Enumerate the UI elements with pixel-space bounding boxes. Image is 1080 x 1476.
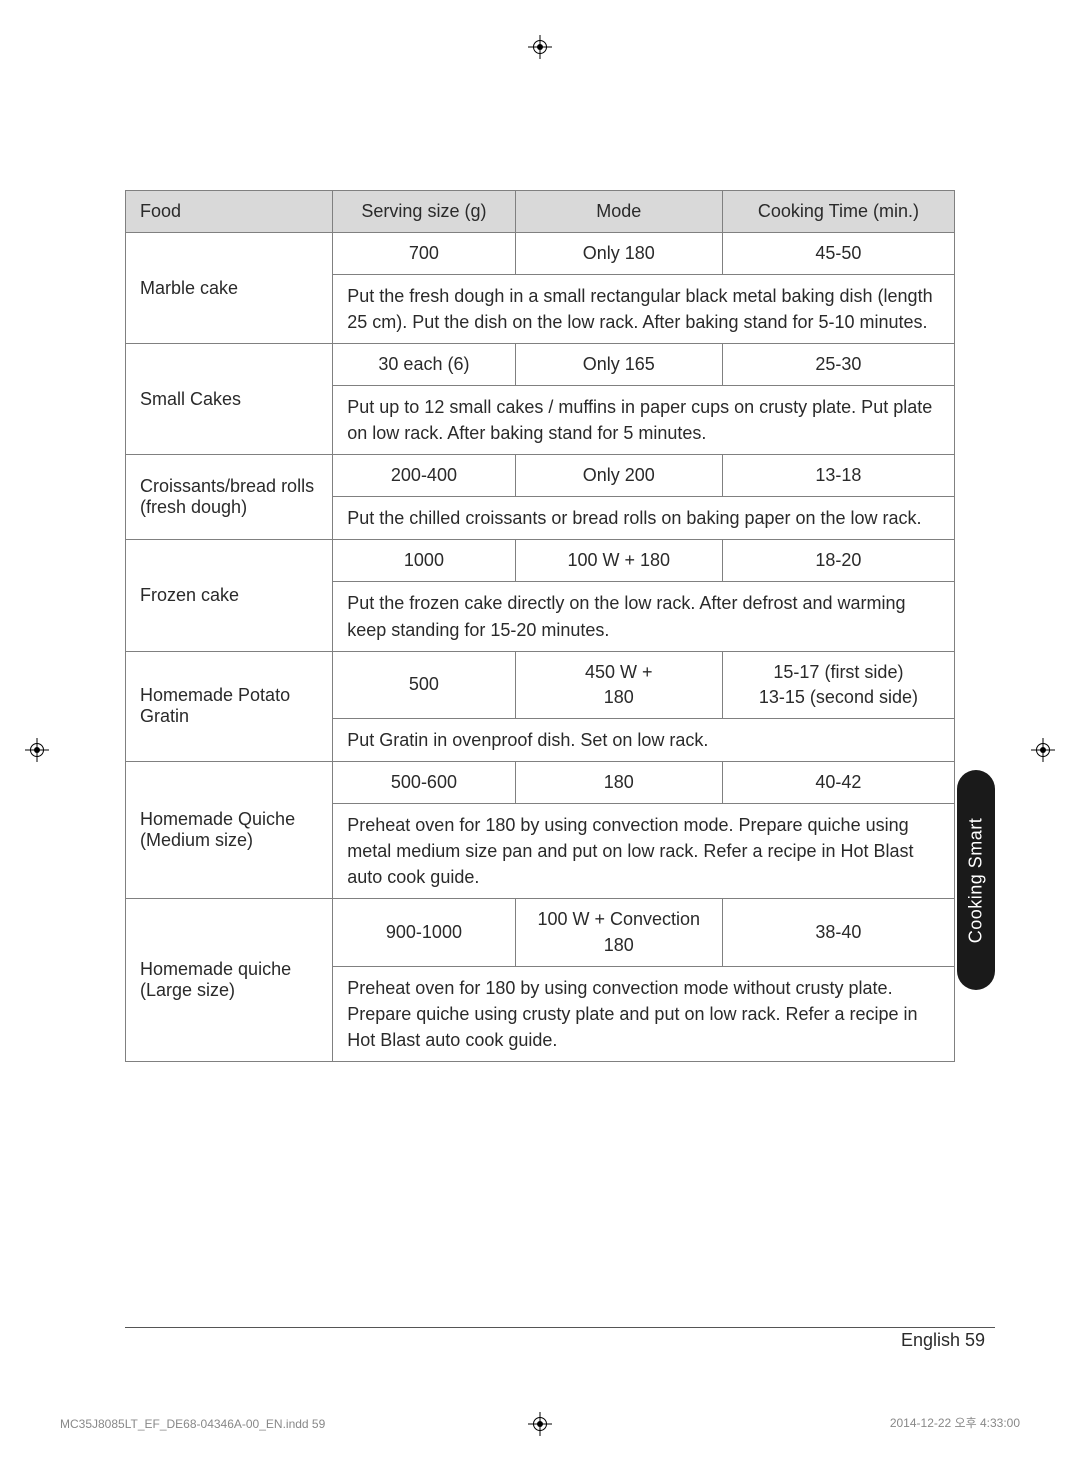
- cell-time: 13-18: [722, 455, 954, 497]
- section-tab: Cooking Smart: [957, 770, 995, 990]
- cell-time: 25-30: [722, 344, 954, 386]
- table-header-row: Food Serving size (g) Mode Cooking Time …: [126, 191, 955, 233]
- cell-serving: 1000: [333, 540, 515, 582]
- cell-desc: Preheat oven for 180 by using convection…: [333, 804, 955, 899]
- table-row: Homemade Quiche (Medium size) 500-600 18…: [126, 762, 955, 804]
- cell-desc: Put Gratin in ovenproof dish. Set on low…: [333, 719, 955, 762]
- crop-mark-bottom: [528, 1412, 552, 1436]
- footer-divider: [125, 1327, 995, 1328]
- cell-food: Marble cake: [126, 233, 333, 344]
- table-row: Marble cake 700 Only 180 45-50: [126, 233, 955, 275]
- crop-mark-top: [528, 35, 552, 59]
- cell-mode: 100 W + Convection180: [515, 899, 722, 966]
- cell-food: Homemade quiche (Large size): [126, 899, 333, 1062]
- header-time: Cooking Time (min.): [722, 191, 954, 233]
- cell-food: Frozen cake: [126, 540, 333, 651]
- table-row: Frozen cake 1000 100 W + 180 18-20: [126, 540, 955, 582]
- cell-mode: Only 200: [515, 455, 722, 497]
- cell-desc: Put the frozen cake directly on the low …: [333, 582, 955, 651]
- cell-serving: 500: [333, 651, 515, 718]
- header-serving: Serving size (g): [333, 191, 515, 233]
- cell-time: 15-17 (first side)13-15 (second side): [722, 651, 954, 718]
- crop-mark-right: [1031, 738, 1055, 762]
- cell-mode: 100 W + 180: [515, 540, 722, 582]
- cell-serving: 30 each (6): [333, 344, 515, 386]
- table-row: Small Cakes 30 each (6) Only 165 25-30: [126, 344, 955, 386]
- cell-serving: 500-600: [333, 762, 515, 804]
- cell-mode: Only 180: [515, 233, 722, 275]
- cell-mode: 180: [515, 762, 722, 804]
- footer-timestamp: 2014-12-22 오후 4:33:00: [890, 1414, 1020, 1431]
- cell-food: Croissants/bread rolls (fresh dough): [126, 455, 333, 540]
- cell-desc: Put up to 12 small cakes / muffins in pa…: [333, 386, 955, 455]
- cooking-table: Food Serving size (g) Mode Cooking Time …: [125, 190, 955, 1062]
- page-label: English 59: [901, 1330, 985, 1351]
- table-row: Homemade quiche (Large size) 900-1000 10…: [126, 899, 955, 966]
- cell-mode: 450 W +180: [515, 651, 722, 718]
- cell-time: 18-20: [722, 540, 954, 582]
- cell-desc: Put the chilled croissants or bread roll…: [333, 497, 955, 540]
- section-tab-label: Cooking Smart: [966, 817, 987, 943]
- cell-food: Small Cakes: [126, 344, 333, 455]
- cell-food: Homemade Quiche (Medium size): [126, 762, 333, 899]
- cell-time: 38-40: [722, 899, 954, 966]
- cell-time: 45-50: [722, 233, 954, 275]
- table-row: Croissants/bread rolls (fresh dough) 200…: [126, 455, 955, 497]
- cell-serving: 900-1000: [333, 899, 515, 966]
- main-content: Food Serving size (g) Mode Cooking Time …: [125, 190, 955, 1062]
- header-mode: Mode: [515, 191, 722, 233]
- cell-mode: Only 165: [515, 344, 722, 386]
- table-row: Homemade Potato Gratin 500 450 W +180 15…: [126, 651, 955, 718]
- cell-desc: Preheat oven for 180 by using convection…: [333, 966, 955, 1061]
- header-food: Food: [126, 191, 333, 233]
- cell-desc: Put the fresh dough in a small rectangul…: [333, 275, 955, 344]
- cell-time: 40-42: [722, 762, 954, 804]
- cell-food: Homemade Potato Gratin: [126, 651, 333, 761]
- cell-serving: 200-400: [333, 455, 515, 497]
- cell-serving: 700: [333, 233, 515, 275]
- crop-mark-left: [25, 738, 49, 762]
- footer-filename: MC35J8085LT_EF_DE68-04346A-00_EN.indd 59: [60, 1417, 325, 1431]
